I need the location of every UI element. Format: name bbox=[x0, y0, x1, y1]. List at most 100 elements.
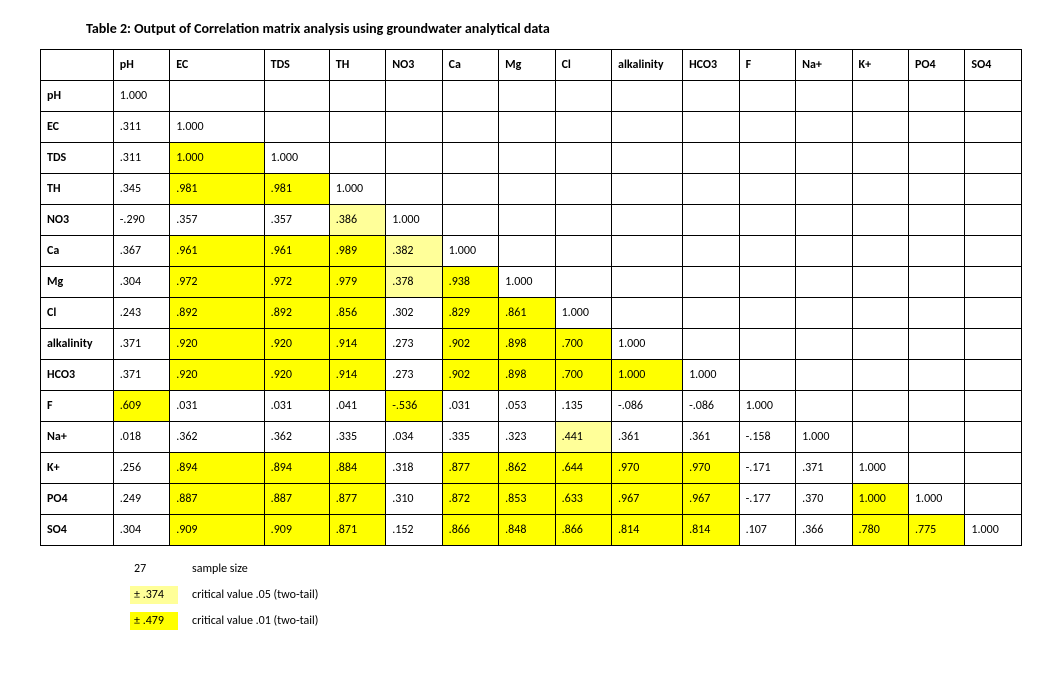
row-header: HCO3 bbox=[41, 360, 114, 391]
cell: .967 bbox=[612, 484, 683, 515]
cell: .310 bbox=[386, 484, 442, 515]
cell bbox=[796, 267, 852, 298]
cell: .034 bbox=[386, 422, 442, 453]
cell: .814 bbox=[683, 515, 740, 546]
cell: .362 bbox=[264, 422, 329, 453]
table-row: EC.3111.000 bbox=[41, 112, 1022, 143]
cell bbox=[612, 205, 683, 236]
cell bbox=[499, 112, 555, 143]
row-header: Ca bbox=[41, 236, 114, 267]
row-header: Na+ bbox=[41, 422, 114, 453]
cell: .304 bbox=[113, 267, 169, 298]
cell bbox=[908, 329, 964, 360]
cell bbox=[499, 205, 555, 236]
cell: .441 bbox=[555, 422, 611, 453]
cell: .367 bbox=[113, 236, 169, 267]
cell bbox=[612, 143, 683, 174]
cell bbox=[683, 236, 740, 267]
cell: .866 bbox=[442, 515, 498, 546]
cell: .361 bbox=[683, 422, 740, 453]
row-header: Mg bbox=[41, 267, 114, 298]
cell: 1.000 bbox=[612, 329, 683, 360]
cell: .357 bbox=[170, 205, 264, 236]
cell: .362 bbox=[170, 422, 264, 453]
cell: .914 bbox=[329, 329, 385, 360]
cell bbox=[442, 143, 498, 174]
cell: .311 bbox=[113, 112, 169, 143]
cell bbox=[965, 236, 1022, 267]
cell: .871 bbox=[329, 515, 385, 546]
column-header: Mg bbox=[499, 50, 555, 81]
table-title: Table 2: Output of Correlation matrix an… bbox=[86, 20, 1022, 37]
cell: 1.000 bbox=[499, 267, 555, 298]
cell: 1.000 bbox=[852, 453, 908, 484]
cell: .892 bbox=[170, 298, 264, 329]
table-row: PO4.249.887.887.877.310.872.853.633.967.… bbox=[41, 484, 1022, 515]
column-header: F bbox=[739, 50, 795, 81]
cell bbox=[442, 205, 498, 236]
cell: .981 bbox=[264, 174, 329, 205]
cell: .357 bbox=[264, 205, 329, 236]
cell: .894 bbox=[264, 453, 329, 484]
cell bbox=[965, 391, 1022, 422]
cell: 1.000 bbox=[739, 391, 795, 422]
cell: .861 bbox=[499, 298, 555, 329]
cell bbox=[965, 453, 1022, 484]
cell bbox=[965, 329, 1022, 360]
column-header: EC bbox=[170, 50, 264, 81]
cell: .887 bbox=[264, 484, 329, 515]
column-header: pH bbox=[113, 50, 169, 81]
cell bbox=[739, 143, 795, 174]
legend-label: sample size bbox=[192, 562, 248, 576]
cell: .920 bbox=[264, 360, 329, 391]
cell bbox=[965, 422, 1022, 453]
legend-crit-01: ± .479 critical value .01 (two-tail) bbox=[130, 612, 1022, 630]
cell bbox=[852, 205, 908, 236]
cell bbox=[852, 329, 908, 360]
table-row: Na+.018.362.362.335.034.335.323.441.361.… bbox=[41, 422, 1022, 453]
cell: .031 bbox=[264, 391, 329, 422]
cell bbox=[739, 360, 795, 391]
cell: .989 bbox=[329, 236, 385, 267]
cell bbox=[329, 81, 385, 112]
cell bbox=[965, 298, 1022, 329]
cell: .979 bbox=[329, 267, 385, 298]
cell: .856 bbox=[329, 298, 385, 329]
row-header: K+ bbox=[41, 453, 114, 484]
cell bbox=[499, 174, 555, 205]
cell: .877 bbox=[442, 453, 498, 484]
cell: .920 bbox=[264, 329, 329, 360]
cell bbox=[908, 143, 964, 174]
cell: .938 bbox=[442, 267, 498, 298]
cell: .031 bbox=[442, 391, 498, 422]
cell: .902 bbox=[442, 360, 498, 391]
cell: .302 bbox=[386, 298, 442, 329]
cell bbox=[739, 112, 795, 143]
table-row: SO4.304.909.909.871.152.866.848.866.814.… bbox=[41, 515, 1022, 546]
cell bbox=[908, 391, 964, 422]
cell bbox=[908, 360, 964, 391]
cell: .898 bbox=[499, 329, 555, 360]
column-header: HCO3 bbox=[683, 50, 740, 81]
table-row: TDS.3111.0001.000 bbox=[41, 143, 1022, 174]
cell: -.177 bbox=[739, 484, 795, 515]
cell: .633 bbox=[555, 484, 611, 515]
table-row: Cl.243.892.892.856.302.829.8611.000 bbox=[41, 298, 1022, 329]
cell: .877 bbox=[329, 484, 385, 515]
cell: .914 bbox=[329, 360, 385, 391]
cell: .018 bbox=[113, 422, 169, 453]
cell: 1.000 bbox=[965, 515, 1022, 546]
cell: .862 bbox=[499, 453, 555, 484]
row-header: PO4 bbox=[41, 484, 114, 515]
cell: .371 bbox=[113, 329, 169, 360]
cell: .382 bbox=[386, 236, 442, 267]
legend-crit-05: ± .374 critical value .05 (two-tail) bbox=[130, 586, 1022, 604]
cell: 1.000 bbox=[386, 205, 442, 236]
column-header: SO4 bbox=[965, 50, 1022, 81]
row-header: SO4 bbox=[41, 515, 114, 546]
cell: .972 bbox=[170, 267, 264, 298]
header-row: pHECTDSTHNO3CaMgClalkalinityHCO3FNa+K+PO… bbox=[41, 50, 1022, 81]
cell bbox=[908, 298, 964, 329]
cell: 1.000 bbox=[683, 360, 740, 391]
cell bbox=[555, 143, 611, 174]
